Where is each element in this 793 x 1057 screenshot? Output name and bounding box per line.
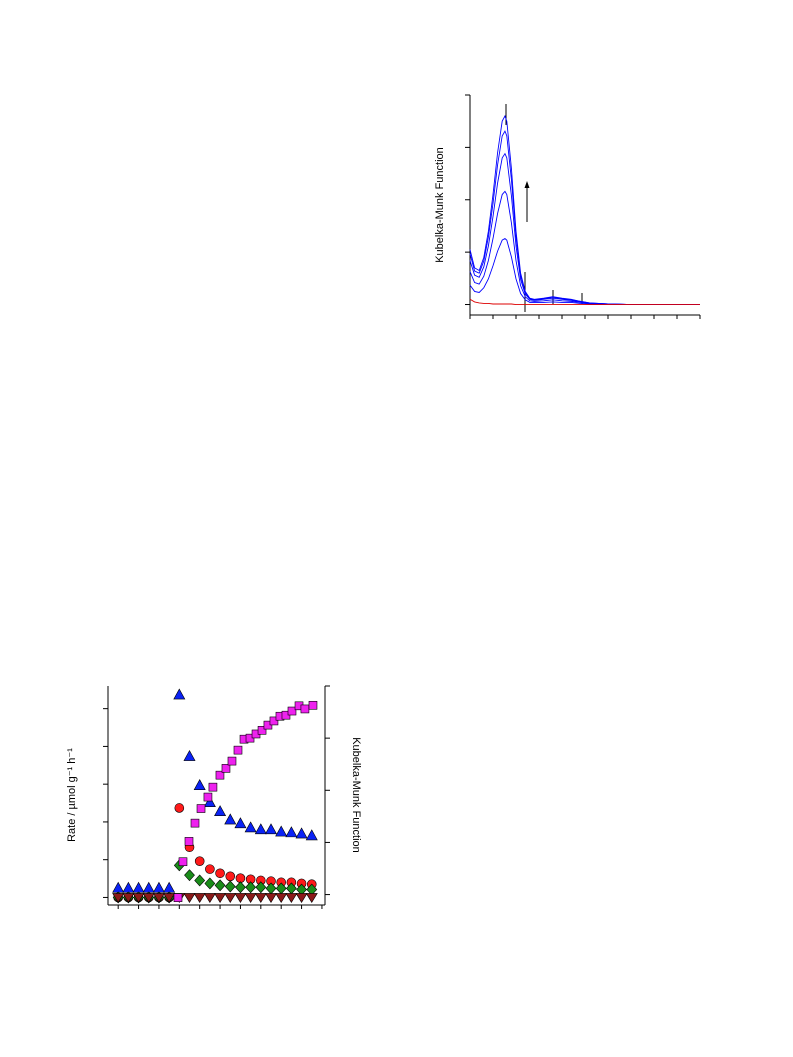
point [300,704,310,714]
point [203,792,213,802]
point [235,881,246,894]
point [184,837,194,846]
y-axis-label: Kubelka-Munk Function [434,147,446,263]
point [305,893,318,904]
point [163,893,176,904]
point [285,893,298,904]
point [132,893,145,904]
point [254,823,267,835]
point [142,893,155,904]
chart [465,94,701,319]
point [173,893,183,903]
point [190,818,200,828]
point [245,881,257,894]
point [184,869,195,882]
point [215,770,225,780]
point [194,856,205,867]
point [174,803,185,813]
point [196,804,206,813]
point [214,879,226,892]
point [295,827,308,839]
point [255,881,267,894]
point [275,825,288,837]
point [234,893,247,904]
point [244,821,257,833]
spectrum-line [469,114,700,305]
point [122,893,135,904]
point [264,823,278,835]
spectrum-line [469,298,700,305]
point [224,880,236,893]
point [152,893,165,904]
point [112,893,125,904]
point [205,864,215,874]
point [305,829,318,841]
point [215,868,225,879]
point [269,716,279,726]
y-axis-label: Rate / µmol g⁻¹ h⁻¹ [66,748,78,842]
point [224,813,237,825]
point [193,893,206,904]
point [214,893,227,904]
point [194,874,206,887]
point [264,893,278,904]
point [208,782,218,792]
chart [103,685,330,909]
point [257,726,267,735]
point [204,877,216,890]
point [275,893,288,904]
point [221,764,231,773]
y2-axis-label: Kubelka-Munk Function [350,737,362,853]
point [193,779,206,790]
point [244,893,257,904]
point [287,706,297,716]
point [183,749,196,761]
point [225,871,236,882]
point [214,805,227,817]
point [308,700,318,710]
point [285,826,298,838]
point [233,745,243,755]
arrow-head [524,181,530,188]
point [203,893,216,904]
point [254,893,267,904]
point [178,857,188,867]
point [173,688,186,700]
point [203,796,216,807]
point [295,893,308,904]
point [224,893,237,904]
point [183,893,196,904]
point [234,817,247,829]
point [227,756,237,766]
